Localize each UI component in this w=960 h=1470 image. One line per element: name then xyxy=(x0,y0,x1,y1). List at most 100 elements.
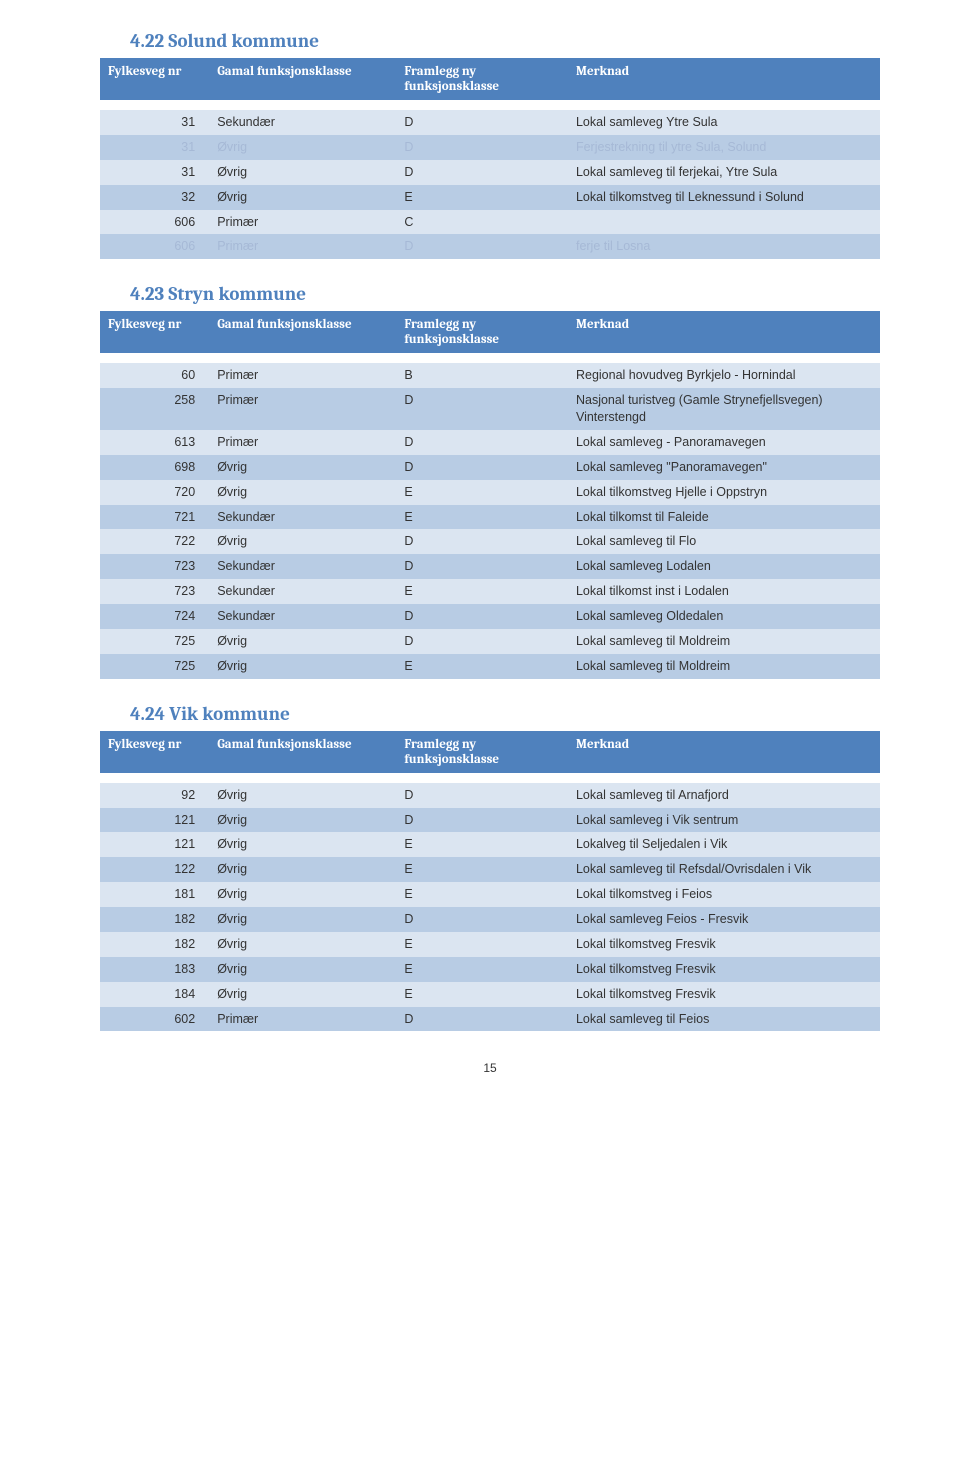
cell-framlegg: D xyxy=(396,554,568,579)
cell-nr: 606 xyxy=(100,234,209,259)
cell-framlegg: E xyxy=(396,882,568,907)
cell-nr: 184 xyxy=(100,982,209,1007)
cell-gamal: Øvrig xyxy=(209,982,396,1007)
cell-framlegg: E xyxy=(396,832,568,857)
table-row: 183ØvrigELokal tilkomstveg Fresvik xyxy=(100,957,880,982)
table-row: 122ØvrigELokal samleveg til Refsdal/Ovri… xyxy=(100,857,880,882)
cell-nr: 721 xyxy=(100,505,209,530)
cell-nr: 613 xyxy=(100,430,209,455)
cell-merknad: Lokal samleveg til Arnafjord xyxy=(568,783,880,808)
cell-framlegg: D xyxy=(396,1007,568,1032)
table-row: 181ØvrigELokal tilkomstveg i Feios xyxy=(100,882,880,907)
cell-framlegg: C xyxy=(396,210,568,235)
cell-merknad: Lokal samleveg - Panoramavegen xyxy=(568,430,880,455)
cell-nr: 121 xyxy=(100,808,209,833)
cell-gamal: Øvrig xyxy=(209,455,396,480)
col-header-merknad: Merknad xyxy=(568,731,880,773)
cell-framlegg: D xyxy=(396,808,568,833)
cell-gamal: Sekundær xyxy=(209,604,396,629)
cell-merknad: Lokal tilkomstveg i Feios xyxy=(568,882,880,907)
cell-nr: 31 xyxy=(100,160,209,185)
table-row: 31SekundærDLokal samleveg Ytre Sula xyxy=(100,110,880,135)
cell-gamal: Primær xyxy=(209,1007,396,1032)
cell-framlegg: E xyxy=(396,654,568,679)
cell-framlegg: E xyxy=(396,857,568,882)
cell-nr: 121 xyxy=(100,832,209,857)
cell-merknad: Lokal samleveg Feios - Fresvik xyxy=(568,907,880,932)
cell-nr: 60 xyxy=(100,363,209,388)
table-row: 613PrimærDLokal samleveg - Panoramavegen xyxy=(100,430,880,455)
cell-nr: 31 xyxy=(100,135,209,160)
section-title-vik: 4.24 Vik kommune xyxy=(100,703,880,725)
cell-nr: 92 xyxy=(100,783,209,808)
cell-merknad: Lokal tilkomst inst i Lodalen xyxy=(568,579,880,604)
table-row: 184ØvrigELokal tilkomstveg Fresvik xyxy=(100,982,880,1007)
cell-framlegg: E xyxy=(396,579,568,604)
cell-merknad: Lokal samleveg "Panoramavegen" xyxy=(568,455,880,480)
col-header-gamal: Gamal funksjonsklasse xyxy=(209,311,396,353)
cell-merknad: Lokal samleveg i Vik sentrum xyxy=(568,808,880,833)
cell-gamal: Primær xyxy=(209,430,396,455)
cell-framlegg: E xyxy=(396,957,568,982)
table-row: 720ØvrigELokal tilkomstveg Hjelle i Opps… xyxy=(100,480,880,505)
cell-nr: 182 xyxy=(100,932,209,957)
cell-merknad: Lokal samleveg til Refsdal/Ovrisdalen i … xyxy=(568,857,880,882)
cell-gamal: Øvrig xyxy=(209,882,396,907)
table-body-solund: 31SekundærDLokal samleveg Ytre Sula31Øvr… xyxy=(100,100,880,259)
col-header-framlegg: Framlegg ny funksjonsklasse xyxy=(396,58,568,100)
table-row: 606PrimærDferje til Losna xyxy=(100,234,880,259)
cell-gamal: Øvrig xyxy=(209,160,396,185)
col-header-gamal: Gamal funksjonsklasse xyxy=(209,731,396,773)
cell-gamal: Sekundær xyxy=(209,554,396,579)
cell-gamal: Primær xyxy=(209,234,396,259)
cell-gamal: Øvrig xyxy=(209,857,396,882)
cell-nr: 258 xyxy=(100,388,209,430)
cell-merknad: Lokal tilkomstveg til Leknessund i Solun… xyxy=(568,185,880,210)
col-header-nr: Fylkesveg nr xyxy=(100,58,209,100)
cell-framlegg: E xyxy=(396,185,568,210)
table-vik: Fylkesveg nr Gamal funksjonsklasse Framl… xyxy=(100,731,880,1032)
cell-framlegg: D xyxy=(396,160,568,185)
page-number: 15 xyxy=(100,1061,880,1075)
cell-framlegg: D xyxy=(396,234,568,259)
cell-framlegg: D xyxy=(396,629,568,654)
cell-gamal: Primær xyxy=(209,363,396,388)
cell-gamal: Primær xyxy=(209,210,396,235)
cell-nr: 122 xyxy=(100,857,209,882)
cell-nr: 723 xyxy=(100,554,209,579)
col-header-merknad: Merknad xyxy=(568,58,880,100)
cell-nr: 724 xyxy=(100,604,209,629)
table-row: 606PrimærC xyxy=(100,210,880,235)
col-header-framlegg: Framlegg ny funksjonsklasse xyxy=(396,731,568,773)
cell-merknad: Lokalveg til Seljedalen i Vik xyxy=(568,832,880,857)
table-row: 721SekundærELokal tilkomst til Faleide xyxy=(100,505,880,530)
cell-gamal: Øvrig xyxy=(209,480,396,505)
cell-merknad: Lokal samleveg Oldedalen xyxy=(568,604,880,629)
cell-nr: 32 xyxy=(100,185,209,210)
cell-merknad: Lokal samleveg til Feios xyxy=(568,1007,880,1032)
cell-merknad: Lokal samleveg Lodalen xyxy=(568,554,880,579)
cell-framlegg: E xyxy=(396,932,568,957)
table-row: 121ØvrigELokalveg til Seljedalen i Vik xyxy=(100,832,880,857)
cell-gamal: Sekundær xyxy=(209,110,396,135)
table-row: 723SekundærDLokal samleveg Lodalen xyxy=(100,554,880,579)
table-body-vik: 92ØvrigDLokal samleveg til Arnafjord121Ø… xyxy=(100,773,880,1032)
cell-gamal: Øvrig xyxy=(209,783,396,808)
cell-merknad: Lokal tilkomstveg Fresvik xyxy=(568,932,880,957)
cell-nr: 725 xyxy=(100,654,209,679)
cell-merknad: Lokal tilkomstveg Hjelle i Oppstryn xyxy=(568,480,880,505)
cell-merknad: Lokal samleveg til Flo xyxy=(568,529,880,554)
table-row: 182ØvrigDLokal samleveg Feios - Fresvik xyxy=(100,907,880,932)
cell-gamal: Øvrig xyxy=(209,957,396,982)
cell-framlegg: E xyxy=(396,480,568,505)
cell-nr: 602 xyxy=(100,1007,209,1032)
table-row: 121ØvrigDLokal samleveg i Vik sentrum xyxy=(100,808,880,833)
cell-framlegg: D xyxy=(396,907,568,932)
cell-gamal: Øvrig xyxy=(209,135,396,160)
cell-gamal: Øvrig xyxy=(209,654,396,679)
cell-gamal: Øvrig xyxy=(209,907,396,932)
cell-merknad: Lokal samleveg til ferjekai, Ytre Sula xyxy=(568,160,880,185)
cell-framlegg: D xyxy=(396,110,568,135)
table-row: 31ØvrigDLokal samleveg til ferjekai, Ytr… xyxy=(100,160,880,185)
cell-gamal: Øvrig xyxy=(209,529,396,554)
